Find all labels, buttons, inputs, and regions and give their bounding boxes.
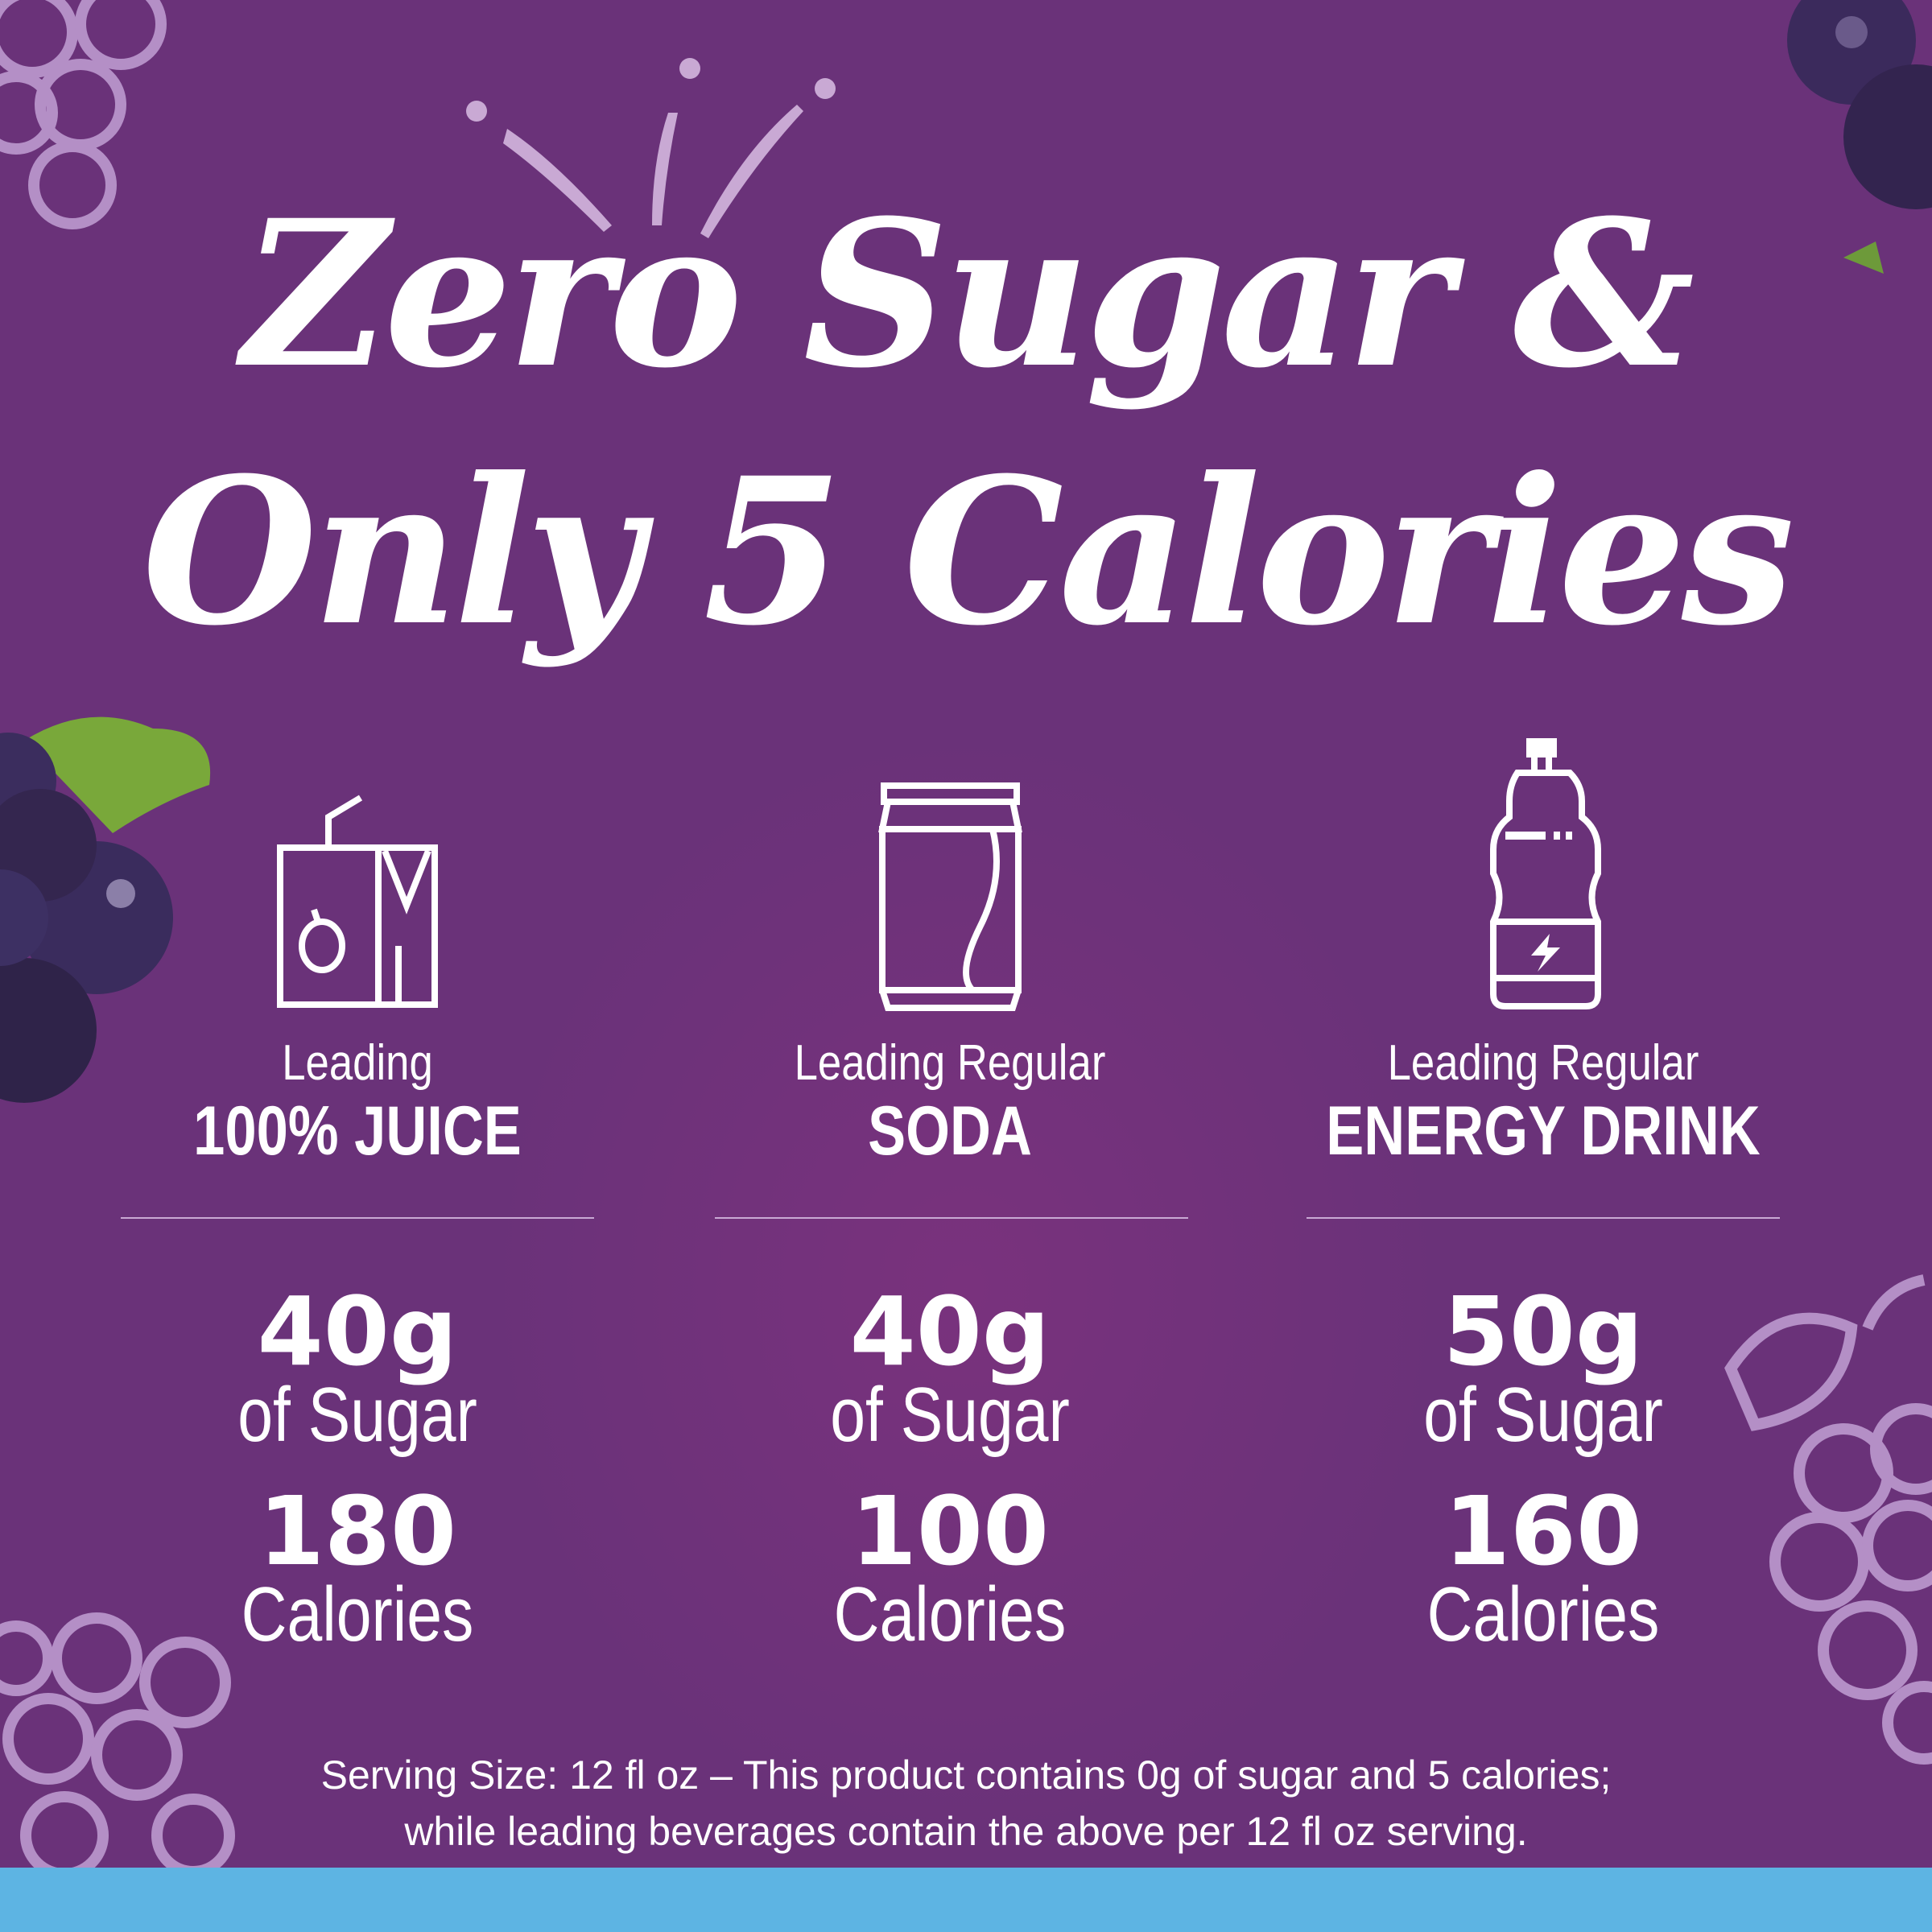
splash-icon	[466, 58, 836, 238]
energy-drink-bottle-icon	[1490, 738, 1601, 1009]
serving-disclaimer: Serving Size: 12 fl oz – This product co…	[0, 1747, 1932, 1860]
headline-line-2: Only 5 Calories	[142, 433, 1795, 670]
calories-label: Calories	[1426, 1571, 1660, 1657]
grape-outline-icon	[0, 1612, 235, 1880]
column-energy: Leading Regular ENERGY DRINK	[1261, 1034, 1825, 1171]
sugar-value: 50g	[1443, 1276, 1644, 1387]
sugar-value: 40g	[849, 1276, 1051, 1387]
column-soda: Leading Regular SODA	[668, 1034, 1232, 1171]
juice-box-icon	[277, 795, 438, 1008]
disclaimer-line-2: while leading beverages contain the abov…	[404, 1809, 1528, 1854]
column-lead: Leading	[282, 1035, 433, 1091]
calories-value: 100	[850, 1476, 1050, 1587]
grape-outline-icon	[0, 0, 167, 229]
calories-label: Calories	[241, 1571, 474, 1657]
calories-value: 160	[1443, 1476, 1643, 1587]
column-kind: ENERGY DRINK	[1326, 1092, 1761, 1170]
stats-energy: 50g of Sugar 160 Calories	[1261, 1276, 1825, 1659]
sugar-label: of Sugar	[830, 1372, 1070, 1458]
grape-outline-icon	[1724, 1274, 1932, 1765]
column-lead: Leading Regular	[794, 1035, 1106, 1091]
column-kind: SODA	[868, 1092, 1032, 1170]
stats-soda: 40g of Sugar 100 Calories	[668, 1276, 1232, 1659]
bottom-bar	[0, 1868, 1932, 1932]
disclaimer-line-1: Serving Size: 12 fl oz – This product co…	[320, 1752, 1612, 1798]
grape-photo-icon	[1787, 0, 1932, 274]
sugar-value: 40g	[257, 1276, 458, 1387]
divider	[121, 1217, 594, 1219]
sugar-label: of Sugar	[237, 1372, 477, 1458]
stats-juice: 40g of Sugar 180 Calories	[76, 1276, 639, 1659]
background-photo-overlay	[483, 724, 1449, 1852]
column-kind: 100% JUICE	[193, 1092, 522, 1170]
column-lead: Leading Regular	[1387, 1035, 1699, 1091]
column-juice: Leading 100% JUICE	[76, 1034, 639, 1171]
soda-can-icon	[878, 782, 1022, 1011]
divider	[1307, 1217, 1780, 1219]
calories-label: Calories	[833, 1571, 1067, 1657]
calories-value: 180	[258, 1476, 457, 1587]
headline-line-1: Zero Sugar &	[242, 175, 1695, 412]
sugar-label: of Sugar	[1423, 1372, 1663, 1458]
divider	[715, 1217, 1188, 1219]
grape-photo-icon	[0, 716, 211, 1103]
